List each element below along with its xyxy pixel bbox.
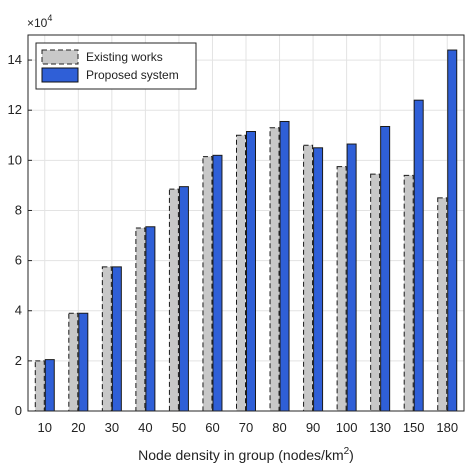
bar-existing-works-130 [370, 173, 381, 411]
bar-proposed-system-70 [246, 131, 256, 411]
legend-swatch-proposed-system [41, 67, 79, 83]
bar-existing-works-90 [303, 144, 314, 411]
bar-proposed-system-100 [346, 143, 357, 411]
bar-existing-works-50 [168, 188, 179, 411]
bar-proposed-system-150 [413, 99, 424, 411]
bar-existing-works-10 [34, 360, 45, 411]
x-tick-label: 150 [403, 420, 425, 435]
bar-proposed-system-10 [44, 359, 55, 411]
bar-proposed-system-60 [212, 154, 223, 411]
x-tick-label: 40 [138, 420, 152, 435]
x-tick-label: 20 [71, 420, 85, 435]
bars [34, 49, 458, 411]
x-axis-label-closing: ) [349, 447, 354, 463]
y-tick-label: 14 [8, 52, 22, 67]
x-tick-label: 10 [38, 420, 52, 435]
bar-existing-works-80 [269, 127, 280, 411]
bar-existing-works-40 [135, 227, 146, 411]
bar-existing-works-70 [236, 134, 246, 411]
x-tick-label: 30 [105, 420, 119, 435]
legend: Existing works Proposed system [35, 42, 197, 90]
bar-proposed-system-40 [145, 226, 156, 411]
y-axis-exponent-base: ×10 [27, 16, 48, 30]
x-tick-label: 100 [336, 420, 358, 435]
x-tick-label: 70 [239, 420, 253, 435]
y-tick-label: 12 [8, 102, 22, 117]
bar-existing-works-100 [336, 166, 347, 411]
y-tick-label: 10 [8, 152, 22, 167]
bar-existing-works-30 [101, 266, 112, 411]
bar-proposed-system-130 [380, 125, 391, 411]
legend-swatch-existing-works [41, 49, 79, 65]
bar-existing-works-150 [403, 174, 414, 411]
x-tick-label: 50 [172, 420, 186, 435]
bar-proposed-system-180 [447, 49, 458, 411]
x-tick-label: 90 [306, 420, 320, 435]
legend-label-proposed-system: Proposed system [86, 68, 179, 82]
y-tick-label: 8 [15, 202, 22, 217]
bar-proposed-system-20 [78, 312, 89, 411]
legend-label-existing-works: Existing works [86, 50, 163, 64]
bar-existing-works-20 [68, 312, 79, 411]
x-tick-label: 180 [436, 420, 458, 435]
y-tick-label: 6 [15, 253, 22, 268]
x-tick-label: 80 [272, 420, 286, 435]
bar-proposed-system-90 [313, 147, 324, 411]
y-tick-label: 4 [15, 303, 22, 318]
y-tick-label: 2 [15, 353, 22, 368]
bar-proposed-system-30 [111, 266, 122, 411]
bar-existing-works-60 [202, 156, 213, 411]
x-axis-label-superscript: 2 [344, 446, 350, 457]
y-tick-label: 0 [15, 403, 22, 418]
y-axis-exponent-power: 4 [47, 13, 52, 23]
bar-existing-works-180 [437, 197, 448, 411]
x-axis-label-text: Node density in group (nodes/km [138, 447, 343, 463]
y-axis-exponent: ×104 [27, 13, 52, 30]
bar-proposed-system-50 [178, 186, 189, 411]
x-axis-label: Node density in group (nodes/km2) [138, 446, 354, 463]
x-tick-label: 130 [369, 420, 391, 435]
x-tick-label: 60 [205, 420, 219, 435]
axis-ticks: 0 2 4 6 8 10 12 14 10 20 30 40 50 60 70 80 90 100 130 150 18… [8, 52, 459, 435]
bar-proposed-system-80 [279, 120, 290, 411]
